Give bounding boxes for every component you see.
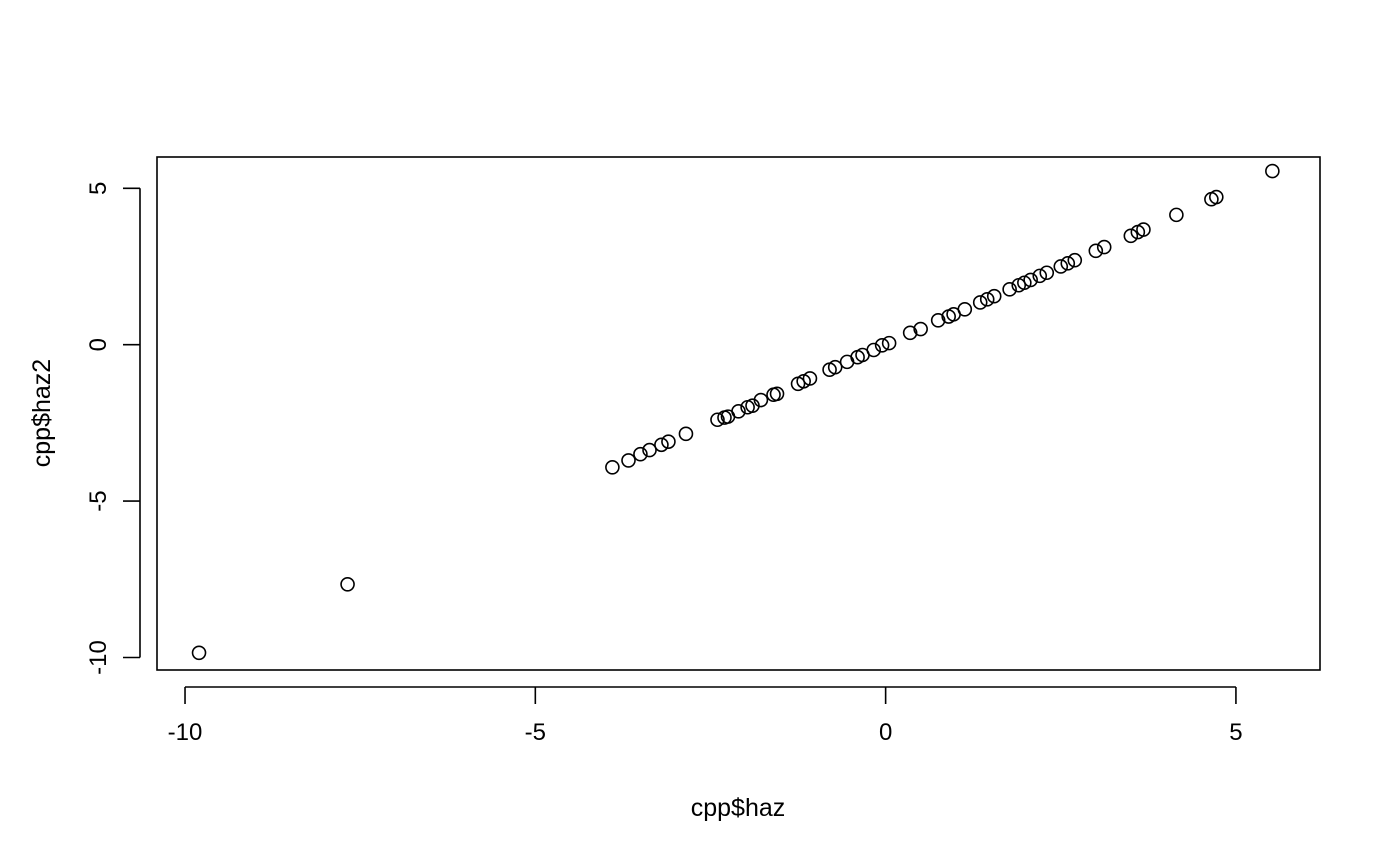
data-point bbox=[1136, 222, 1151, 237]
data-point bbox=[1002, 282, 1017, 297]
data-point bbox=[678, 426, 694, 442]
data-point bbox=[1032, 268, 1048, 284]
data-points bbox=[191, 163, 1280, 661]
data-point bbox=[796, 373, 811, 389]
y-axis-label: cpp$haz2 bbox=[28, 359, 56, 467]
x-tick-label: 0 bbox=[879, 719, 892, 746]
data-point bbox=[191, 645, 207, 661]
data-point bbox=[881, 335, 897, 351]
plot-box bbox=[156, 156, 1321, 671]
data-point bbox=[1265, 163, 1280, 179]
data-point bbox=[902, 325, 918, 341]
data-point bbox=[1039, 265, 1055, 281]
data-point bbox=[979, 292, 995, 307]
data-point bbox=[753, 392, 769, 408]
data-point bbox=[930, 312, 946, 328]
data-point bbox=[605, 460, 620, 475]
y-tick-label: 5 bbox=[85, 182, 112, 195]
data-point bbox=[986, 288, 1002, 304]
x-tick-label: -5 bbox=[525, 719, 546, 746]
data-point bbox=[874, 338, 890, 353]
data-point bbox=[1123, 228, 1139, 244]
data-point bbox=[661, 434, 676, 449]
data-point bbox=[972, 295, 988, 310]
data-point bbox=[621, 453, 636, 468]
data-point bbox=[731, 404, 746, 419]
data-point bbox=[1053, 259, 1069, 274]
y-tick-label: -10 bbox=[85, 640, 112, 675]
data-point bbox=[1060, 256, 1076, 271]
data-point bbox=[654, 437, 669, 453]
data-point bbox=[827, 359, 843, 375]
data-point bbox=[1088, 243, 1104, 259]
data-point bbox=[1023, 272, 1038, 288]
data-point bbox=[1209, 189, 1224, 205]
data-point bbox=[633, 446, 648, 462]
data-point bbox=[866, 342, 882, 358]
data-point bbox=[1096, 239, 1112, 255]
data-point bbox=[1169, 207, 1184, 223]
data-point bbox=[1067, 252, 1083, 268]
data-point bbox=[802, 371, 818, 386]
data-point bbox=[710, 412, 725, 428]
data-point bbox=[769, 386, 785, 402]
data-point bbox=[642, 442, 657, 458]
x-tick-label: -10 bbox=[168, 719, 203, 746]
data-point bbox=[913, 321, 928, 337]
y-tick-label: -5 bbox=[85, 490, 112, 511]
x-tick-label: 5 bbox=[1229, 719, 1242, 746]
x-axis: -10 -5 0 5 bbox=[168, 686, 1243, 746]
data-point bbox=[1017, 275, 1032, 291]
y-axis: -10 -5 0 5 bbox=[85, 182, 141, 675]
data-point bbox=[957, 302, 973, 317]
x-axis-label: cpp$haz bbox=[691, 794, 786, 822]
y-tick-label: 0 bbox=[85, 338, 112, 351]
data-point bbox=[340, 576, 355, 592]
